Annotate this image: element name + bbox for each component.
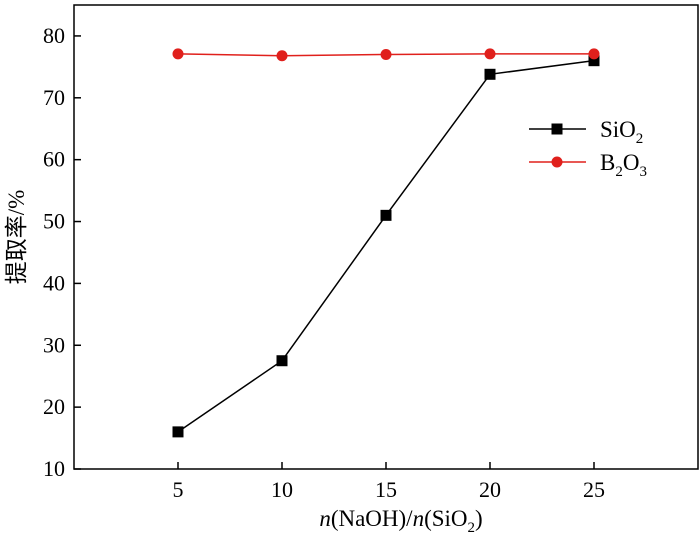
x-tick-label: 5 xyxy=(173,477,184,502)
x-axis-title-pre-sub: (SiO xyxy=(424,506,467,531)
series-SiO2 xyxy=(172,55,600,438)
y-tick-label: 50 xyxy=(43,209,65,234)
y-tick-label: 70 xyxy=(43,85,65,110)
x-tick-label: 20 xyxy=(479,477,501,502)
data-point xyxy=(276,355,288,367)
data-point xyxy=(276,50,288,62)
x-tick-label: 10 xyxy=(271,477,293,502)
legend-marker xyxy=(551,156,563,168)
data-point xyxy=(588,55,600,67)
legend-label: SiO2 xyxy=(600,117,643,147)
legend-item: SiO2 xyxy=(529,117,643,147)
series-B2O3 xyxy=(172,48,600,62)
x-axis-title: n(NaOH)/n(SiO2) xyxy=(319,506,482,534)
data-point xyxy=(380,48,392,60)
data-point xyxy=(172,426,184,438)
x-axis-title-n2: n xyxy=(413,506,425,531)
legend-label: B2O3 xyxy=(600,150,647,180)
x-tick-label: 25 xyxy=(583,477,605,502)
data-point xyxy=(484,48,496,60)
y-axis: 10 20 30 40 50 60 70 80 xyxy=(43,23,81,481)
x-axis-title-mid: (NaOH)/ xyxy=(331,506,413,531)
plot-frame xyxy=(73,4,699,470)
x-axis-title-sub: 2 xyxy=(468,520,476,534)
legend-item: B2O3 xyxy=(529,150,647,180)
y-tick-label: 10 xyxy=(43,456,65,481)
plot-area xyxy=(172,48,600,438)
x-axis: 5 10 15 20 25 xyxy=(173,462,605,502)
series-line xyxy=(177,59,595,433)
x-tick-label: 15 xyxy=(375,477,397,502)
y-tick-label: 60 xyxy=(43,147,65,172)
y-tick-label: 80 xyxy=(43,23,65,48)
data-point xyxy=(484,68,496,80)
x-axis-title-n1: n xyxy=(319,506,331,531)
data-point xyxy=(172,48,184,60)
y-tick-label: 30 xyxy=(43,332,65,357)
x-axis-title-close: ) xyxy=(475,506,483,531)
y-tick-label: 40 xyxy=(43,270,65,295)
y-axis-title: 提取率/% xyxy=(4,190,29,285)
legend-marker xyxy=(551,123,563,135)
data-point xyxy=(380,209,392,221)
data-point xyxy=(588,48,600,60)
y-tick-label: 20 xyxy=(43,394,65,419)
